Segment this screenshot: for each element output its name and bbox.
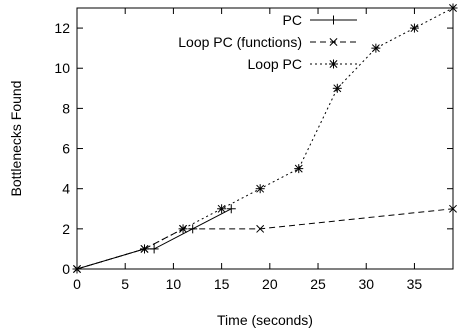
y-tick-label: 6 (62, 141, 70, 157)
legend-label: Loop PC (functions) (178, 34, 302, 50)
y-tick-label: 8 (62, 100, 70, 116)
legend-label: PC (283, 12, 302, 28)
series-line (76, 208, 454, 270)
legend-marker (329, 38, 338, 46)
data-point (226, 204, 236, 214)
legend-marker (329, 59, 338, 69)
data-point (139, 244, 149, 254)
legend-marker (329, 15, 338, 25)
data-point (256, 224, 265, 233)
x-tick-label: 30 (358, 276, 374, 292)
y-tick-label: 2 (62, 221, 70, 237)
series-layer (72, 3, 458, 274)
data-point (149, 244, 159, 254)
legend-item: Loop PC (248, 56, 357, 72)
y-tick-label: 4 (62, 181, 70, 197)
data-point (178, 224, 188, 234)
plot-frame (76, 7, 454, 270)
series-1 (73, 204, 457, 273)
x-tick-label: 5 (121, 276, 129, 292)
data-point (371, 43, 381, 53)
x-axis-label: Time (seconds) (217, 312, 313, 328)
data-point (409, 23, 419, 33)
data-point (332, 83, 342, 93)
y-tick-label: 10 (54, 60, 70, 76)
series-line (76, 7, 454, 270)
y-axis-ticks: 0 2 4 6 8 10 12 (54, 20, 453, 277)
x-tick-label: 20 (262, 276, 278, 292)
legend-item: PC (283, 12, 357, 28)
x-tick-label: 10 (166, 276, 182, 292)
x-tick-label: 35 (407, 276, 423, 292)
y-tick-label: 0 (62, 261, 70, 277)
y-axis-label: Bottlenecks Found (8, 81, 24, 197)
legend-item: Loop PC (functions) (178, 34, 357, 50)
x-axis-ticks: 0 5 10 15 20 25 30 35 (73, 8, 422, 292)
x-tick-label: 15 (214, 276, 230, 292)
data-point (294, 164, 304, 174)
data-point (255, 184, 265, 194)
legend-label: Loop PC (248, 56, 302, 72)
series-line (76, 208, 232, 270)
y-tick-label: 12 (54, 20, 70, 36)
x-tick-label: 25 (310, 276, 326, 292)
legend: PC Loop PC (functions) Loop PC (178, 12, 357, 72)
data-point (217, 204, 227, 214)
x-tick-label: 0 (73, 276, 81, 292)
